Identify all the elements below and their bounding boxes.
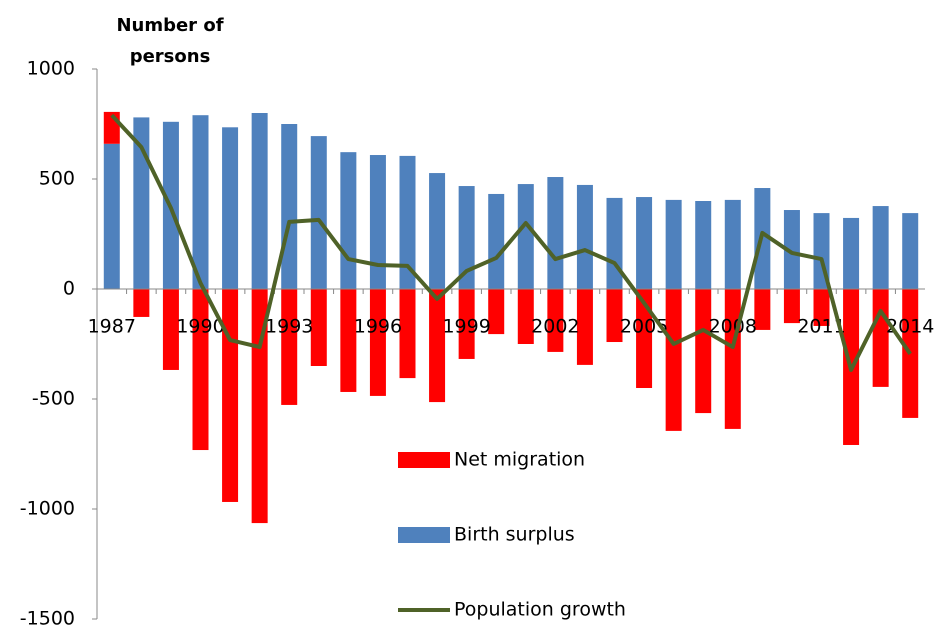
x-tick-label: 1996 (354, 316, 402, 338)
bar (902, 213, 919, 289)
bar (783, 210, 800, 289)
bar (310, 136, 327, 289)
bar (458, 186, 475, 289)
bar (162, 289, 179, 370)
bar (872, 206, 889, 289)
bar (192, 289, 209, 451)
x-tick-label: 1999 (442, 316, 490, 338)
bar (222, 127, 239, 289)
bar (281, 124, 298, 289)
bar (783, 289, 800, 324)
bar (133, 117, 150, 290)
bar (340, 289, 357, 392)
bar (429, 289, 446, 403)
bar (340, 152, 357, 289)
bar (429, 173, 446, 289)
y-tick-label: -1500 (20, 608, 75, 628)
x-tick-label: 1987 (88, 316, 136, 338)
x-tick-label: 2011 (797, 316, 845, 338)
legend-label: Net migration (454, 449, 585, 471)
bar (133, 289, 150, 317)
x-tick-label: 2002 (531, 316, 579, 338)
bar (606, 197, 623, 289)
bar (458, 289, 475, 359)
bar (103, 143, 120, 289)
bar (547, 177, 564, 289)
legend-swatch (398, 452, 450, 468)
bar (636, 289, 653, 388)
y-tick-label: 1000 (27, 58, 75, 80)
chart-title: Number of persons (116, 15, 224, 67)
bar (517, 184, 534, 289)
bar (576, 289, 593, 365)
bar (310, 289, 327, 366)
line (110, 113, 912, 372)
bar (754, 289, 771, 330)
y-tick-label: 0 (63, 278, 75, 300)
bar (695, 201, 712, 289)
bar (695, 289, 712, 414)
bar (843, 217, 860, 289)
x-tick-label: 2014 (886, 316, 934, 338)
bar (281, 289, 298, 405)
bar (192, 115, 209, 289)
legend-label: Population growth (454, 599, 626, 621)
bar (665, 289, 682, 431)
bar (606, 289, 623, 343)
bar (872, 289, 889, 387)
bar (576, 184, 593, 289)
bar (399, 155, 416, 289)
bar (369, 155, 386, 289)
bar (813, 289, 830, 326)
legend-label: Birth surplus (454, 524, 575, 546)
bar (488, 289, 505, 335)
y-tick-label: -1000 (20, 498, 75, 520)
x-tick-label: 2008 (709, 316, 757, 338)
x-tick-label: 1993 (265, 316, 313, 338)
bar (724, 199, 741, 289)
x-tick-label: 1990 (176, 316, 224, 338)
bar (369, 289, 386, 396)
legend-swatch (398, 527, 450, 543)
y-tick-label: 500 (39, 168, 75, 190)
bar (251, 113, 268, 289)
bar (517, 289, 534, 344)
bar (488, 193, 505, 289)
bar (665, 199, 682, 289)
y-tick-label: -500 (32, 388, 75, 410)
bar (636, 197, 653, 289)
bar (399, 289, 416, 379)
bar (724, 289, 741, 429)
bar (547, 289, 564, 352)
